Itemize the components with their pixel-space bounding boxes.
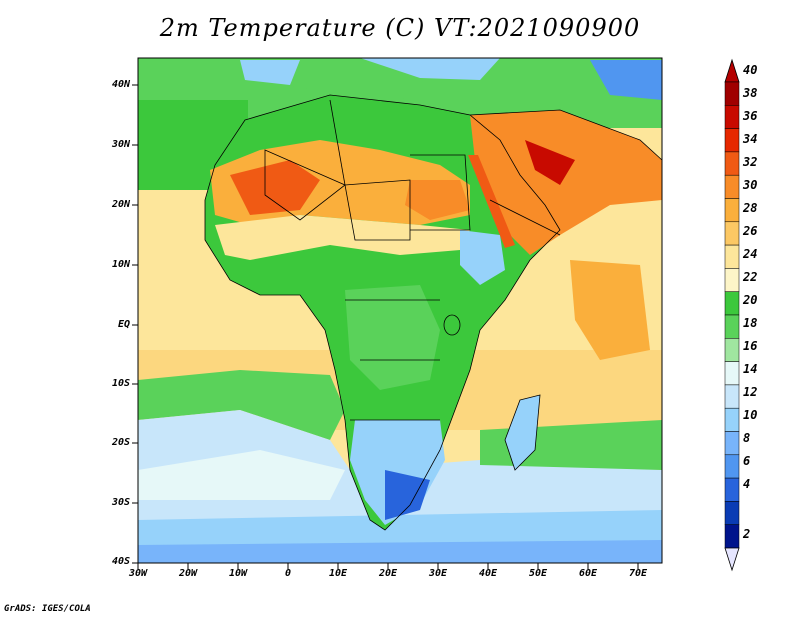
- colorbar-segment: [724, 291, 740, 316]
- lat-label: 40N: [111, 79, 130, 90]
- colorbar-segment: [724, 81, 740, 106]
- lat-label: 10N: [111, 259, 130, 270]
- colorbar-label: 14: [743, 362, 758, 376]
- map-frame: [137, 57, 663, 564]
- colorbar-label: 10: [743, 408, 758, 422]
- west-sahara-hottest: [230, 160, 320, 215]
- lon-label: 30E: [428, 568, 448, 579]
- colorbar-label: 16: [743, 339, 758, 353]
- colorbar: [724, 58, 740, 572]
- colorbar-label: 38: [743, 86, 758, 100]
- colorbar-segment: [724, 501, 740, 525]
- colorbar-label: 28: [743, 201, 758, 215]
- lon-label: 60E: [578, 568, 598, 579]
- lon-label: 40E: [478, 568, 498, 579]
- colorbar-label: 6: [743, 454, 751, 468]
- colorbar-segment: [724, 314, 740, 339]
- arabia-hot: [470, 110, 662, 255]
- colorbar-label: 20: [743, 293, 758, 307]
- colorbar-label: 30: [743, 178, 758, 192]
- south-atlantic-green: [138, 370, 345, 440]
- indian-ocean-warm-patch: [570, 260, 650, 360]
- colorbar-segment: [724, 244, 740, 269]
- lon-label: 10W: [228, 568, 248, 579]
- lon-label: 0: [284, 568, 292, 579]
- lon-label: 10E: [328, 568, 348, 579]
- grads-credit: GrADS: IGES/COLA: [4, 604, 91, 614]
- colorbar-segment: [724, 524, 740, 549]
- lon-label: 30W: [128, 568, 148, 579]
- colorbar-label: 34: [743, 132, 758, 146]
- south-africa-coldest: [385, 470, 430, 520]
- colorbar-segment: [724, 128, 740, 153]
- lat-label: 30S: [111, 497, 130, 508]
- axis-ticks: [132, 84, 639, 569]
- colorbar-label: 36: [743, 109, 758, 123]
- colorbar-label: 32: [743, 155, 758, 169]
- colorbar-segment: [724, 221, 740, 246]
- colorbar-segment: [724, 454, 740, 479]
- temperature-field: [138, 58, 662, 563]
- colorbar-segment: [724, 268, 740, 292]
- colorbar-segment: [724, 105, 740, 129]
- colorbar-top-arrow: [724, 58, 740, 83]
- lake-victoria: [443, 314, 461, 336]
- iberia-cool: [240, 60, 300, 85]
- persian-gulf-hottest: [525, 140, 575, 185]
- lon-label: 20W: [178, 568, 198, 579]
- colorbar-segment: [724, 151, 740, 176]
- colorbar-label: 40: [743, 63, 758, 77]
- colorbar-label: 8: [743, 431, 751, 445]
- lat-label: 30N: [111, 139, 130, 150]
- ethiopian-highlands: [460, 230, 505, 285]
- colorbar-bottom-arrow: [724, 547, 740, 572]
- colorbar-label: 22: [743, 270, 758, 284]
- lat-label: 20N: [111, 199, 130, 210]
- colorbar-segment: [724, 361, 740, 386]
- lat-label: 20S: [111, 437, 130, 448]
- colorbar-segment: [724, 431, 740, 456]
- lat-label: EQ: [117, 319, 130, 330]
- lon-label: 70E: [628, 568, 648, 579]
- colorbar-segment: [724, 407, 740, 432]
- colorbar-label: 24: [743, 247, 758, 261]
- colorbar-segment: [724, 174, 740, 199]
- colorbar-label: 12: [743, 385, 758, 399]
- red-sea: [468, 155, 515, 248]
- colorbar-label: 2: [743, 527, 751, 541]
- colorbar-segment: [724, 338, 740, 362]
- map-title: 2m Temperature (C) VT:2021090900: [159, 14, 641, 42]
- colorbar-segment: [724, 198, 740, 223]
- madagascar: [505, 395, 540, 470]
- lon-label: 20E: [378, 568, 398, 579]
- iran-highlands-cool: [590, 60, 662, 100]
- colorbar-segment: [724, 477, 740, 502]
- sudan-hot: [405, 180, 470, 220]
- colorbar-label: 18: [743, 316, 758, 330]
- colorbar-label: 26: [743, 224, 758, 238]
- colorbar-segment: [724, 384, 740, 409]
- country-borders: [204, 94, 663, 531]
- southern-europe: [230, 58, 662, 110]
- colorbar-label: 4: [743, 477, 751, 491]
- lat-label: 40S: [111, 556, 130, 567]
- lon-label: 50E: [528, 568, 548, 579]
- lat-label: 10S: [111, 378, 130, 389]
